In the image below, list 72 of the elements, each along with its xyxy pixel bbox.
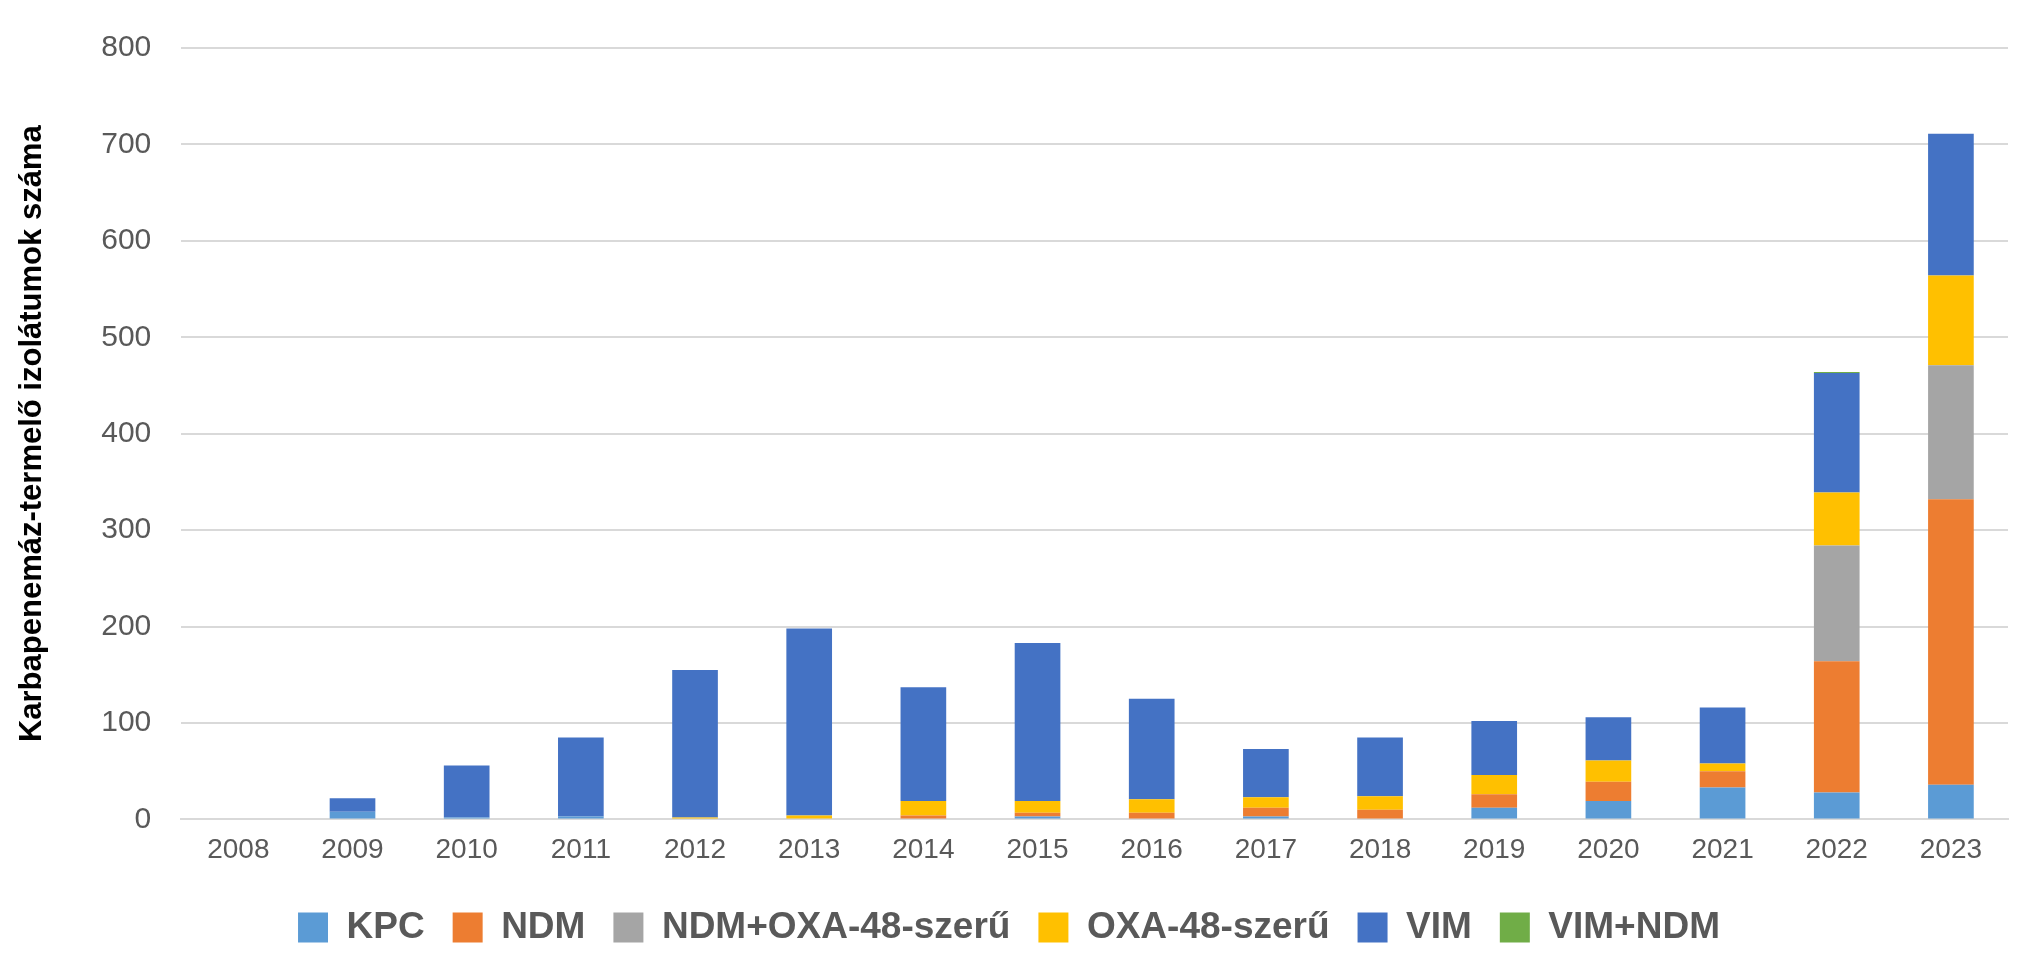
bar — [1357, 737, 1403, 797]
bar — [1471, 807, 1518, 819]
bar — [1243, 807, 1289, 817]
legend-label: NDM+OXA-48-szerű — [661, 904, 1011, 946]
y-axis-title: Karbapenemáz-termelő izolátumok száma — [13, 124, 49, 743]
bar — [1585, 760, 1632, 782]
bar — [1928, 275, 1974, 366]
x-tick-label: 2019 — [1463, 832, 1526, 864]
bar — [900, 801, 947, 816]
bar — [1357, 809, 1403, 819]
bar — [1699, 787, 1746, 819]
bar — [1813, 372, 1860, 493]
y-tick-label: 300 — [101, 511, 152, 545]
bar — [1813, 792, 1860, 819]
y-tick-label: 700 — [101, 125, 152, 159]
bar — [558, 737, 604, 817]
bar — [1928, 499, 1974, 785]
bar — [1585, 717, 1632, 761]
bar — [1813, 545, 1860, 662]
bar — [1471, 775, 1518, 795]
x-tick-label: 2012 — [663, 832, 727, 864]
y-tick-label: 800 — [101, 29, 152, 63]
bar — [1699, 707, 1746, 764]
bar — [1928, 133, 1974, 276]
y-tick-label: 200 — [101, 607, 152, 641]
legend-label: VIM — [1406, 904, 1472, 946]
bar — [1243, 797, 1289, 808]
x-tick-label: 2008 — [207, 832, 270, 864]
bar — [1471, 721, 1518, 776]
bar — [672, 669, 718, 818]
bar — [1128, 799, 1175, 813]
x-tick-label: 2013 — [778, 832, 841, 864]
bar — [1014, 642, 1061, 802]
bar — [1585, 801, 1632, 819]
x-tick-label: 2009 — [321, 832, 384, 864]
bar — [1928, 784, 1974, 819]
x-tick-label: 2020 — [1577, 832, 1640, 864]
bar — [1014, 812, 1061, 817]
x-tick-label: 2015 — [1006, 832, 1069, 864]
bar — [786, 628, 833, 816]
bar — [329, 798, 376, 812]
legend-label: OXA-48-szerű — [1086, 904, 1330, 946]
x-tick-label: 2023 — [1919, 832, 1983, 864]
y-tick-label: 400 — [101, 414, 152, 448]
bar — [1471, 794, 1518, 808]
legend-label: NDM — [501, 904, 586, 946]
bar — [1928, 365, 1974, 500]
bar — [1243, 749, 1289, 798]
bar — [1014, 801, 1061, 813]
y-tick-label: 0 — [134, 800, 152, 834]
x-tick-label: 2018 — [1348, 832, 1412, 864]
x-tick-label: 2017 — [1234, 832, 1298, 864]
bar — [1699, 763, 1746, 772]
legend-label: KPC — [346, 904, 425, 946]
x-tick-label: 2010 — [435, 832, 498, 864]
x-tick-label: 2022 — [1805, 832, 1868, 864]
bar — [1699, 771, 1746, 788]
x-tick-label: 2011 — [550, 832, 611, 864]
bar — [443, 765, 490, 818]
x-tick-label: 2021 — [1691, 832, 1754, 864]
y-tick-label: 500 — [101, 318, 152, 352]
bar — [1813, 492, 1860, 546]
y-tick-label: 100 — [101, 704, 152, 738]
y-tick-label: 600 — [101, 222, 152, 256]
bar — [900, 687, 947, 802]
legend-label: VIM+NDM — [1548, 904, 1720, 946]
bar — [1357, 796, 1403, 810]
bar — [1128, 698, 1175, 800]
x-tick-label: 2016 — [1120, 832, 1183, 864]
x-tick-label: 2014 — [892, 832, 955, 864]
bar — [1813, 661, 1860, 793]
bar — [1585, 781, 1632, 802]
